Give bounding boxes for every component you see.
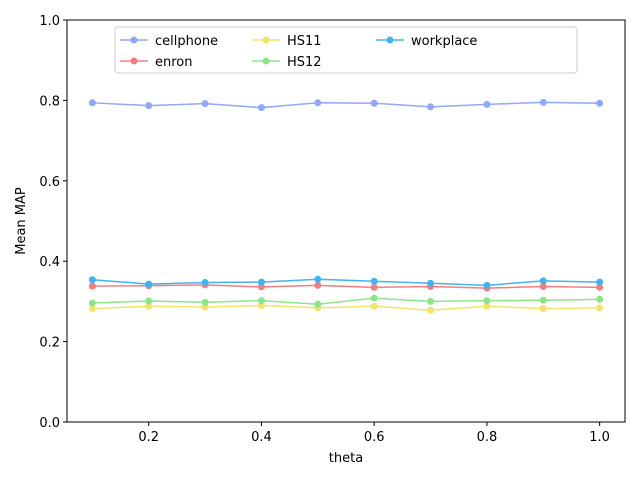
series-layer: [88, 98, 604, 314]
data-point: [201, 100, 209, 108]
data-point: [257, 297, 265, 305]
series-line: [92, 284, 600, 289]
data-point: [145, 102, 153, 110]
data-point: [539, 277, 547, 285]
series-line: [92, 101, 600, 109]
data-point: [314, 300, 322, 308]
data-point: [201, 298, 209, 306]
data-point: [483, 297, 491, 305]
legend-item-HS11: HS11: [252, 34, 322, 49]
y-tick-label: 0.8: [39, 94, 60, 109]
series-HS11: [88, 301, 604, 314]
data-point: [88, 282, 96, 290]
x-tick-label: 0.2: [138, 430, 159, 445]
data-point: [88, 299, 96, 307]
data-point: [370, 277, 378, 285]
series-cellphone: [88, 98, 604, 112]
data-point: [427, 306, 435, 314]
legend-item-cellphone: cellphone: [120, 34, 218, 49]
data-point: [201, 279, 209, 287]
data-point: [539, 305, 547, 313]
data-point: [483, 281, 491, 289]
y-axis: 0.0 0.2 0.4 0.6 0.8 1.0: [39, 14, 67, 431]
legend-swatch-marker: [130, 36, 138, 44]
data-point: [257, 104, 265, 112]
data-point: [88, 99, 96, 107]
data-point: [427, 103, 435, 111]
data-point: [596, 278, 604, 286]
data-point: [145, 297, 153, 305]
data-point: [314, 275, 322, 283]
data-point: [314, 281, 322, 289]
x-axis: 0.2 0.4 0.6 0.8 1.0: [138, 422, 610, 445]
data-point: [88, 305, 96, 313]
data-point: [539, 283, 547, 291]
y-tick-label: 0.0: [39, 416, 60, 431]
series-line: [92, 297, 600, 305]
data-point: [596, 304, 604, 312]
legend-label: HS12: [287, 55, 322, 70]
data-point: [145, 280, 153, 288]
y-axis-label: Mean MAP: [14, 187, 29, 255]
data-point: [257, 278, 265, 286]
x-tick-label: 1.0: [589, 430, 610, 445]
legend-swatch-marker: [262, 36, 270, 44]
y-tick-label: 0.2: [39, 336, 60, 351]
data-point: [145, 302, 153, 310]
legend: cellphone enron HS11 HS12 workplace: [114, 26, 578, 74]
series-HS12: [88, 294, 604, 308]
series-line: [92, 278, 600, 287]
series-line: [92, 304, 600, 311]
legend-label: HS11: [287, 34, 322, 49]
data-point: [201, 303, 209, 311]
data-point: [596, 295, 604, 303]
legend-item-HS12: HS12: [252, 55, 322, 70]
y-tick-label: 1.0: [39, 14, 60, 29]
series-workplace: [88, 275, 604, 289]
data-point: [539, 98, 547, 106]
data-point: [370, 302, 378, 310]
data-point: [427, 279, 435, 287]
legend-box: [114, 26, 578, 74]
data-point: [370, 99, 378, 107]
legend-item-workplace: workplace: [376, 34, 477, 49]
data-point: [596, 283, 604, 291]
data-point: [314, 99, 322, 107]
x-tick-label: 0.8: [477, 430, 498, 445]
data-point: [483, 302, 491, 310]
y-tick-label: 0.6: [39, 175, 60, 190]
legend-label: workplace: [411, 34, 477, 49]
data-point: [88, 276, 96, 284]
legend-label: cellphone: [155, 34, 218, 49]
legend-item-enron: enron: [120, 55, 193, 70]
x-tick-label: 0.6: [364, 430, 385, 445]
data-point: [427, 297, 435, 305]
data-point: [539, 296, 547, 304]
data-point: [257, 283, 265, 291]
data-point: [370, 294, 378, 302]
plot-frame: [66, 19, 626, 423]
legend-swatch-marker: [386, 36, 394, 44]
data-point: [596, 99, 604, 107]
x-tick-label: 0.4: [251, 430, 272, 445]
x-axis-label: theta: [329, 451, 363, 466]
y-tick-label: 0.4: [39, 255, 60, 270]
data-point: [257, 301, 265, 309]
legend-label: enron: [155, 55, 193, 70]
data-point: [370, 283, 378, 291]
legend-swatch-marker: [262, 57, 270, 65]
data-point: [483, 100, 491, 108]
legend-swatch-marker: [130, 57, 138, 65]
